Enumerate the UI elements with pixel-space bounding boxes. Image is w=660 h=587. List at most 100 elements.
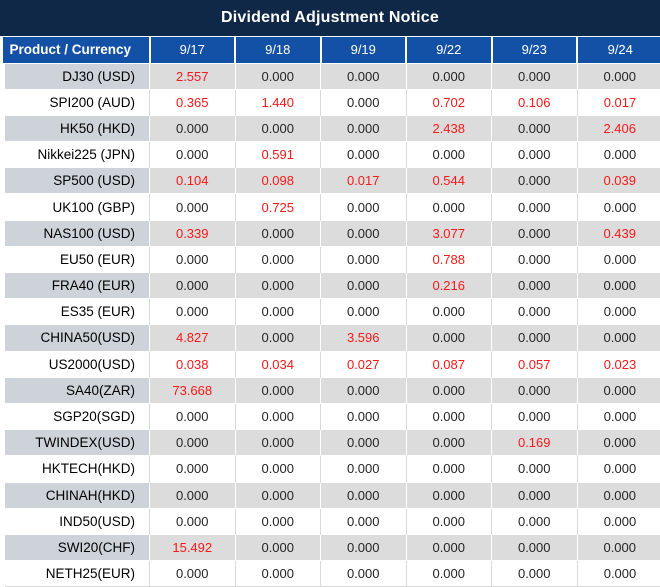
value-cell: 0.000: [577, 403, 660, 430]
value-cell: 2.557: [149, 62, 236, 90]
product-cell: DJ30 (USD): [0, 62, 150, 90]
product-cell: SWI20(CHF): [0, 533, 150, 562]
value-cell: 0.439: [577, 219, 660, 247]
value-cell: 0.000: [406, 193, 492, 221]
title-bar: Dividend Adjustment Notice: [0, 0, 660, 37]
value-cell: 0.000: [577, 141, 660, 168]
value-cell: 73.668: [149, 376, 236, 404]
table-row: SP500 (USD) 0.104 0.098 0.017 0.544 0.000 0.03…: [0, 167, 660, 195]
value-cell: 0.000: [406, 324, 492, 352]
value-cell: 0.000: [320, 508, 407, 535]
product-cell: CHINA50(USD): [0, 324, 150, 352]
product-cell: HKTECH(HKD): [0, 455, 150, 482]
value-cell: 0.000: [149, 246, 236, 273]
value-cell: 0.000: [320, 560, 407, 587]
table-row: HKTECH(HKD) 0.000 0.000 0.000 0.000 0.000 0.00…: [0, 455, 660, 482]
product-cell: FRA40 (EUR): [0, 271, 150, 300]
value-cell: 0.000: [406, 429, 492, 457]
table-row: HK50 (HKD) 0.000 0.000 0.000 2.438 0.000 2.406: [0, 114, 660, 143]
value-cell: 0.000: [577, 455, 660, 482]
date-column-header: 9/23: [491, 37, 578, 63]
product-cell: ES35 (EUR): [0, 298, 150, 325]
value-cell: 0.000: [320, 429, 407, 457]
table-row: TWINDEX(USD) 0.000 0.000 0.000 0.000 0.169 0.0…: [0, 429, 660, 457]
value-cell: 0.027: [320, 351, 407, 378]
value-cell: 0.000: [149, 298, 236, 325]
value-cell: 0.039: [577, 167, 660, 195]
value-cell: 0.000: [235, 298, 321, 325]
table-row: ES35 (EUR) 0.000 0.000 0.000 0.000 0.000 0.000: [0, 298, 660, 325]
value-cell: 0.000: [320, 89, 407, 116]
value-cell: 0.000: [491, 403, 578, 430]
value-cell: 1.440: [235, 89, 321, 116]
value-cell: 4.827: [149, 324, 236, 352]
table-row: CHINA50(USD) 4.827 0.000 3.596 0.000 0.000 0.0…: [0, 324, 660, 352]
dividend-table: Product / Currency 9/17 9/18 9/19 9/22 9/23 9…: [0, 37, 660, 587]
table-row: SWI20(CHF) 15.492 0.000 0.000 0.000 0.000 0.00…: [0, 533, 660, 562]
product-cell: SA40(ZAR): [0, 376, 150, 404]
value-cell: 0.000: [491, 560, 578, 587]
value-cell: 0.000: [149, 114, 236, 143]
product-cell: SGP20(SGD): [0, 403, 150, 430]
value-cell: 0.087: [406, 351, 492, 378]
value-cell: 0.000: [577, 376, 660, 404]
value-cell: 0.000: [235, 560, 321, 587]
value-cell: 0.000: [406, 508, 492, 535]
value-cell: 0.000: [235, 455, 321, 482]
product-cell: US2000(USD): [0, 351, 150, 378]
table-row: US2000(USD) 0.038 0.034 0.027 0.087 0.057 0.02…: [0, 351, 660, 378]
value-cell: 0.000: [149, 481, 236, 509]
value-cell: 0.000: [491, 193, 578, 221]
value-cell: 0.000: [491, 324, 578, 352]
date-column-header: 9/24: [577, 37, 660, 63]
value-cell: 0.000: [577, 271, 660, 300]
value-cell: 0.216: [406, 271, 492, 300]
value-cell: 0.000: [320, 141, 407, 168]
value-cell: 0.000: [491, 455, 578, 482]
value-cell: 0.000: [149, 271, 236, 300]
value-cell: 0.106: [491, 89, 578, 116]
table-row: SPI200 (AUD) 0.365 1.440 0.000 0.702 0.106 0.0…: [0, 89, 660, 116]
value-cell: 0.098: [235, 167, 321, 195]
value-cell: 0.000: [235, 114, 321, 143]
table-row: SGP20(SGD) 0.000 0.000 0.000 0.000 0.000 0.000: [0, 403, 660, 430]
value-cell: 0.000: [406, 403, 492, 430]
value-cell: 0.000: [149, 455, 236, 482]
value-cell: 0.000: [149, 508, 236, 535]
table-row: NETH25(EUR) 0.000 0.000 0.000 0.000 0.000 0.00…: [0, 560, 660, 587]
value-cell: 2.438: [406, 114, 492, 143]
value-cell: 0.000: [235, 481, 321, 509]
value-cell: 0.104: [149, 167, 236, 195]
value-cell: 0.000: [320, 62, 407, 90]
value-cell: 0.000: [235, 403, 321, 430]
value-cell: 0.000: [235, 508, 321, 535]
date-column-header: 9/18: [235, 37, 322, 63]
value-cell: 0.000: [406, 141, 492, 168]
value-cell: 0.000: [577, 324, 660, 352]
value-cell: 0.000: [577, 560, 660, 587]
date-column-header: 9/19: [320, 37, 407, 63]
value-cell: 0.000: [149, 403, 236, 430]
product-cell: IND50(USD): [0, 508, 150, 535]
product-cell: SPI200 (AUD): [0, 89, 150, 116]
value-cell: 0.000: [577, 429, 660, 457]
value-cell: 0.000: [406, 62, 492, 90]
value-cell: 0.000: [491, 114, 578, 143]
date-column-header: 9/22: [406, 37, 493, 63]
value-cell: 0.000: [320, 376, 407, 404]
value-cell: 0.000: [491, 533, 578, 562]
value-cell: 0.000: [320, 114, 407, 143]
value-cell: 0.000: [577, 481, 660, 509]
value-cell: 0.000: [235, 219, 321, 247]
value-cell: 0.000: [577, 193, 660, 221]
product-cell: CHINAH(HKD): [0, 481, 150, 509]
value-cell: 0.000: [491, 508, 578, 535]
value-cell: 0.000: [491, 271, 578, 300]
table-row: SA40(ZAR) 73.668 0.000 0.000 0.000 0.000 0.000: [0, 376, 660, 404]
value-cell: 0.000: [320, 533, 407, 562]
value-cell: 0.017: [320, 167, 407, 195]
value-cell: 0.544: [406, 167, 492, 195]
product-cell: HK50 (HKD): [0, 114, 150, 143]
table-row: Nikkei225 (JPN) 0.000 0.591 0.000 0.000 0.000…: [0, 141, 660, 168]
